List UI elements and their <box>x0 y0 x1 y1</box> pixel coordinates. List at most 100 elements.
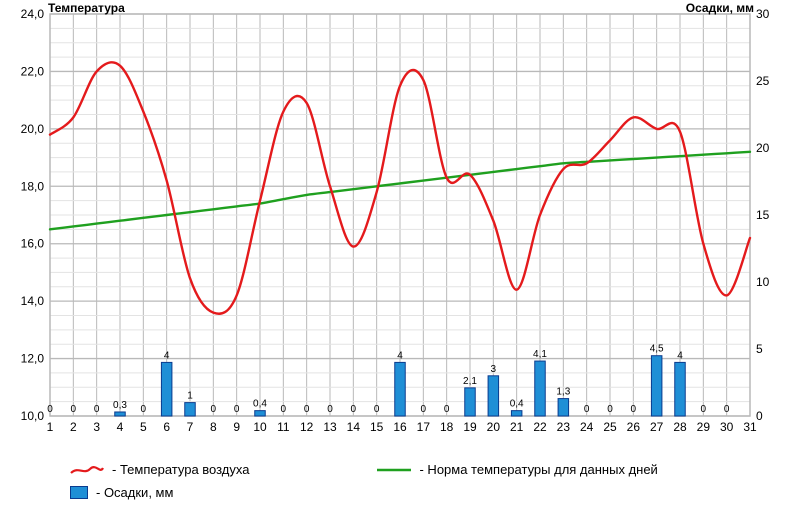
svg-text:21: 21 <box>510 420 524 434</box>
svg-text:29: 29 <box>697 420 711 434</box>
precip-label: 0 <box>234 404 240 415</box>
precip-label: 4 <box>677 350 683 361</box>
legend-precip-swatch <box>70 486 88 499</box>
svg-text:14,0: 14,0 <box>21 294 45 308</box>
precip-label: 0 <box>351 404 357 415</box>
svg-text:Осадки, мм: Осадки, мм <box>686 1 754 15</box>
precip-label: 0 <box>607 404 613 415</box>
precip-bar <box>558 399 569 416</box>
svg-text:30: 30 <box>756 7 770 21</box>
precip-label: 1,3 <box>556 387 570 398</box>
legend-temp-swatch <box>70 463 104 477</box>
precip-label: 0 <box>631 404 637 415</box>
svg-text:17: 17 <box>417 420 431 434</box>
svg-text:18: 18 <box>440 420 454 434</box>
legend-norm-swatch <box>377 463 411 477</box>
precip-label: 4 <box>164 350 170 361</box>
svg-text:16,0: 16,0 <box>21 237 45 251</box>
precip-label: 1 <box>187 391 193 402</box>
svg-text:8: 8 <box>210 420 217 434</box>
svg-text:20,0: 20,0 <box>21 122 45 136</box>
svg-text:12: 12 <box>300 420 314 434</box>
svg-text:1: 1 <box>47 420 54 434</box>
precip-bar <box>535 361 546 416</box>
svg-text:23: 23 <box>557 420 571 434</box>
legend: - Температура воздуха - Норма температур… <box>70 462 790 500</box>
legend-temp-label: - Температура воздуха <box>112 462 249 477</box>
svg-text:18,0: 18,0 <box>21 179 45 193</box>
svg-text:22,0: 22,0 <box>21 64 45 78</box>
weather-chart: 10,0 12,0 14,0 16,0 18,0 20,0 22,0 24,0Температ… <box>0 0 800 506</box>
svg-text:15: 15 <box>370 420 384 434</box>
precip-label: 4,5 <box>650 344 664 355</box>
precip-bar <box>675 362 686 416</box>
precip-label: 0 <box>47 404 53 415</box>
svg-text:10,0: 10,0 <box>21 409 45 423</box>
svg-text:28: 28 <box>673 420 687 434</box>
precip-label: 0 <box>724 404 730 415</box>
svg-text:12,0: 12,0 <box>21 352 45 366</box>
precip-label: 2,1 <box>463 376 477 387</box>
svg-text:10: 10 <box>756 275 770 289</box>
precip-label: 0 <box>701 404 707 415</box>
precip-label: 0 <box>71 404 77 415</box>
legend-precip: - Осадки, мм <box>70 485 790 500</box>
svg-text:22: 22 <box>533 420 547 434</box>
svg-text:24: 24 <box>580 420 594 434</box>
precip-bar <box>511 411 521 416</box>
precip-label: 0 <box>211 404 217 415</box>
svg-text:2: 2 <box>70 420 77 434</box>
precip-bar <box>185 403 196 416</box>
legend-precip-label: - Осадки, мм <box>96 485 173 500</box>
svg-text:27: 27 <box>650 420 664 434</box>
svg-text:30: 30 <box>720 420 734 434</box>
svg-text:20: 20 <box>756 141 770 155</box>
svg-text:3: 3 <box>93 420 100 434</box>
precip-label: 0 <box>304 404 310 415</box>
svg-text:19: 19 <box>463 420 477 434</box>
svg-text:10: 10 <box>253 420 267 434</box>
precip-bar <box>465 388 476 416</box>
svg-text:9: 9 <box>233 420 240 434</box>
precip-bar <box>395 362 406 416</box>
svg-text:6: 6 <box>163 420 170 434</box>
precip-label: 0,4 <box>510 399 524 410</box>
precip-label: 0,3 <box>113 400 127 411</box>
precip-label: 0 <box>327 404 333 415</box>
precip-label: 0 <box>94 404 100 415</box>
svg-text:14: 14 <box>347 420 361 434</box>
precip-label: 0 <box>421 404 427 415</box>
svg-text:7: 7 <box>187 420 194 434</box>
svg-text:4: 4 <box>117 420 124 434</box>
svg-text:31: 31 <box>743 420 757 434</box>
legend-temp: - Температура воздуха <box>70 462 249 477</box>
svg-text:26: 26 <box>627 420 641 434</box>
svg-text:5: 5 <box>756 342 763 356</box>
svg-text:15: 15 <box>756 208 770 222</box>
precip-label: 0 <box>281 404 287 415</box>
precip-label: 0 <box>374 404 380 415</box>
svg-text:16: 16 <box>393 420 407 434</box>
precip-label: 4 <box>397 350 403 361</box>
precip-label: 0 <box>141 404 147 415</box>
precip-label: 0 <box>584 404 590 415</box>
precip-label: 4,1 <box>533 349 547 360</box>
precip-bar <box>651 356 662 416</box>
precip-label: 0,4 <box>253 399 267 410</box>
legend-norm: - Норма температуры для данных дней <box>377 462 657 477</box>
svg-text:0: 0 <box>756 409 763 423</box>
svg-text:24,0: 24,0 <box>21 7 45 21</box>
svg-text:5: 5 <box>140 420 147 434</box>
svg-text:Температура: Температура <box>48 1 125 15</box>
legend-norm-label: - Норма температуры для данных дней <box>419 462 657 477</box>
precip-label: 3 <box>491 364 497 375</box>
svg-text:20: 20 <box>487 420 501 434</box>
svg-text:25: 25 <box>603 420 617 434</box>
precip-label: 0 <box>444 404 450 415</box>
precip-bar <box>115 412 126 416</box>
svg-text:13: 13 <box>323 420 337 434</box>
precip-bar <box>255 411 266 416</box>
precip-bar <box>161 362 172 416</box>
svg-text:11: 11 <box>277 420 290 434</box>
svg-text:25: 25 <box>756 74 770 88</box>
